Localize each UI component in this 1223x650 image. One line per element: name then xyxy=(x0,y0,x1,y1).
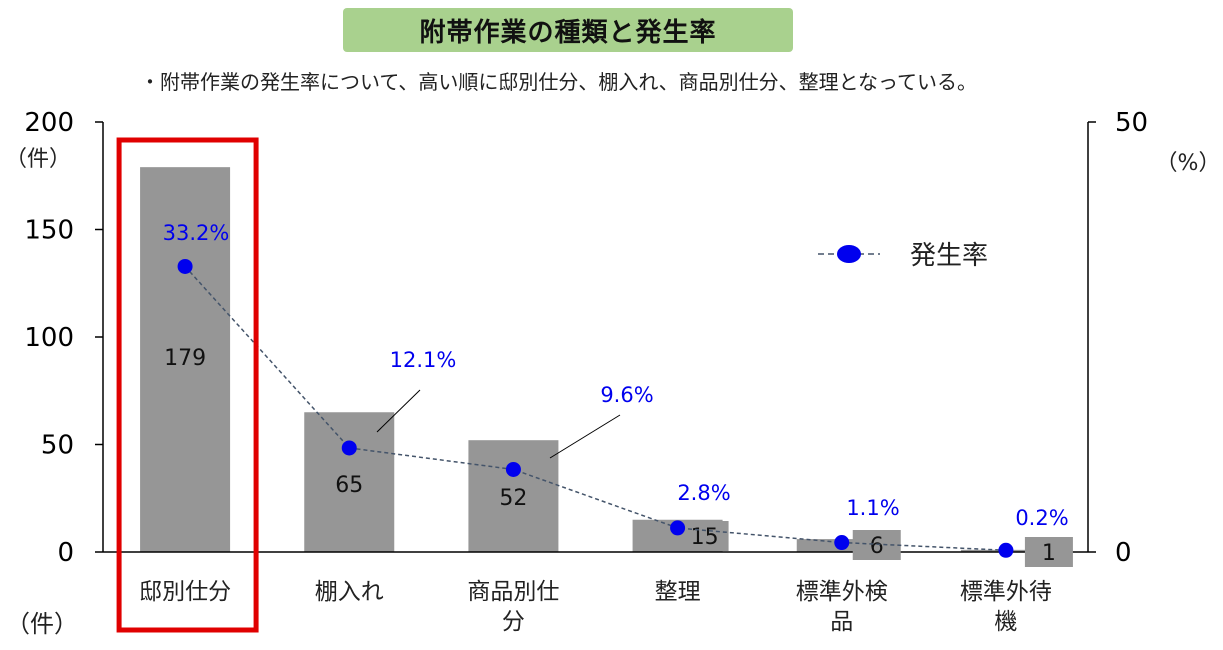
x-tick-label: 棚入れ xyxy=(315,579,384,605)
x-tick-label: 邸別仕分 xyxy=(139,579,231,605)
rate-point xyxy=(177,258,193,274)
y-left-tick-label: 100 xyxy=(24,323,74,353)
rate-value-label: 9.6% xyxy=(600,383,653,407)
rate-line xyxy=(184,265,1006,552)
y-left-tick-label: 200 xyxy=(24,108,74,138)
legend-label: 発生率 xyxy=(910,241,988,271)
y-left-tick-label: 50 xyxy=(41,431,74,461)
rate-point xyxy=(341,440,357,456)
chart-title: 附帯作業の種類と発生率 xyxy=(343,8,793,52)
x-tick-label: 品 xyxy=(830,609,853,635)
bar-value-label: 6 xyxy=(870,534,884,559)
bar xyxy=(304,412,395,552)
x-tick-label: 整理 xyxy=(655,579,701,605)
rate-point xyxy=(834,535,850,551)
y-right-unit: （%） xyxy=(1156,151,1221,176)
bar-value-label: 52 xyxy=(499,486,527,511)
rate-point xyxy=(670,520,686,536)
y-left-unit-bottom: （件） xyxy=(6,610,78,638)
x-tick-label: 機 xyxy=(994,609,1017,635)
bar-value-label-bg xyxy=(680,521,729,551)
y-right-tick-label: 50 xyxy=(1115,108,1148,138)
bar-value-label: 1 xyxy=(1042,541,1056,566)
y-right-tick-label: 0 xyxy=(1115,538,1132,568)
y-left-unit-top: （件） xyxy=(5,147,71,172)
rate-value-label: 33.2% xyxy=(163,221,230,245)
rate-point xyxy=(505,461,521,477)
rate-value-label: 0.2% xyxy=(1015,506,1068,530)
rate-point xyxy=(998,542,1014,558)
rate-value-label: 1.1% xyxy=(846,496,899,520)
x-tick-label: 分 xyxy=(502,609,525,635)
rate-value-label: 2.8% xyxy=(677,481,730,505)
bar-value-label: 65 xyxy=(335,473,363,498)
x-tick-label: 商品別仕 xyxy=(467,579,559,605)
x-tick-label: 標準外検 xyxy=(796,579,888,605)
bar-value-label: 15 xyxy=(691,525,719,550)
chart-subtitle: ・附帯作業の発生率について、高い順に邸別仕分、棚入れ、商品別仕分、整理となってい… xyxy=(140,70,977,94)
bar xyxy=(468,440,559,552)
y-left-tick-label: 150 xyxy=(24,216,74,246)
bar-value-label: 179 xyxy=(164,346,206,371)
bar-value-label-bg xyxy=(1024,537,1073,567)
legend-marker xyxy=(837,245,861,263)
highlight-box xyxy=(116,137,259,633)
leader-line xyxy=(376,389,421,433)
y-left-tick-label: 0 xyxy=(57,538,74,568)
leader-line xyxy=(549,414,621,459)
rate-value-label: 12.1% xyxy=(390,348,457,372)
x-tick-label: 標準外待 xyxy=(960,579,1052,605)
bar xyxy=(140,167,231,552)
